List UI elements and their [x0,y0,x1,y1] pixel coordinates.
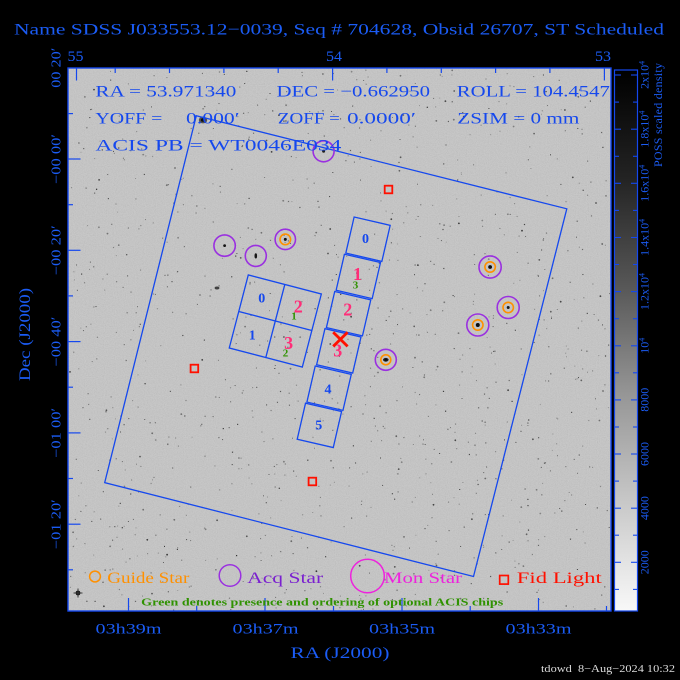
svg-text:0.000′: 0.000′ [186,111,240,128]
svg-text:5: 5 [315,419,322,434]
svg-text:1.8x104: 1.8x104 [638,111,652,148]
svg-text:0: 0 [258,292,265,307]
svg-text:03h35m: 03h35m [369,622,435,638]
svg-text:03h37m: 03h37m [233,622,299,638]
svg-text:ZSIM = 0 mm: ZSIM = 0 mm [457,111,580,128]
svg-text:1: 1 [353,264,362,284]
svg-text:2x104: 2x104 [638,61,652,89]
svg-text:3: 3 [284,333,293,353]
svg-text:Mon Star: Mon Star [384,570,463,587]
svg-text:tdowd 8−Aug−2024 10:32: tdowd 8−Aug−2024 10:32 [541,663,675,675]
svg-text:1.2x104: 1.2x104 [638,273,652,310]
svg-text:55: 55 [68,49,84,65]
svg-text:Fid Light: Fid Light [517,570,603,587]
svg-text:−00 20′: −00 20′ [49,225,64,275]
svg-text:03h33m: 03h33m [506,622,572,638]
svg-text:1: 1 [291,311,297,323]
svg-text:Guide Star: Guide Star [107,570,190,587]
svg-text:1.6x104: 1.6x104 [638,165,652,202]
svg-text:03h39m: 03h39m [96,622,162,638]
svg-text:2: 2 [294,297,303,317]
svg-text:YOFF =: YOFF = [95,111,162,128]
svg-text:−00 40′: −00 40′ [49,317,64,367]
svg-text:1: 1 [249,329,256,344]
svg-text:ZOFF =: ZOFF = [278,111,340,128]
svg-text:1.4x104: 1.4x104 [638,219,652,256]
svg-text:ROLL = 104.4547: ROLL = 104.4547 [457,84,610,101]
svg-text:6000: 6000 [638,442,652,466]
svg-text:RA (J2000): RA (J2000) [291,645,390,662]
svg-text:DEC = −0.662950: DEC = −0.662950 [277,84,431,101]
svg-text:−00 00′: −00 00′ [49,134,64,184]
svg-text:00 20′: 00 20′ [49,48,64,88]
svg-text:3: 3 [333,341,342,361]
svg-text:RA = 53.971340: RA = 53.971340 [95,84,236,101]
svg-text:2: 2 [283,348,289,360]
svg-text:4000: 4000 [638,496,652,520]
svg-text:54: 54 [326,49,343,65]
svg-text:3: 3 [353,280,359,292]
svg-text:Green denotes presence and ord: Green denotes presence and ordering of o… [141,598,503,609]
svg-text:0.0000′: 0.0000′ [347,111,416,128]
svg-text:53: 53 [595,49,611,65]
svg-text:POSS scaled density: POSS scaled density [651,63,665,167]
svg-text:4: 4 [325,383,332,398]
svg-text:0: 0 [362,232,369,247]
svg-text:−01 00′: −01 00′ [49,408,64,458]
svg-text:2000: 2000 [638,550,652,574]
svg-text:−01 20′: −01 20′ [49,499,64,549]
svg-text:ACIS PB = WT0046E034: ACIS PB = WT0046E034 [95,138,341,155]
svg-text:Acq Star: Acq Star [247,570,324,587]
svg-text:Dec (J2000): Dec (J2000) [17,288,34,381]
svg-text:8000: 8000 [638,388,652,412]
svg-text:2: 2 [343,300,352,320]
svg-text:Name SDSS J033553.12−0039, Seq: Name SDSS J033553.12−0039, Seq # 704628,… [14,22,664,39]
